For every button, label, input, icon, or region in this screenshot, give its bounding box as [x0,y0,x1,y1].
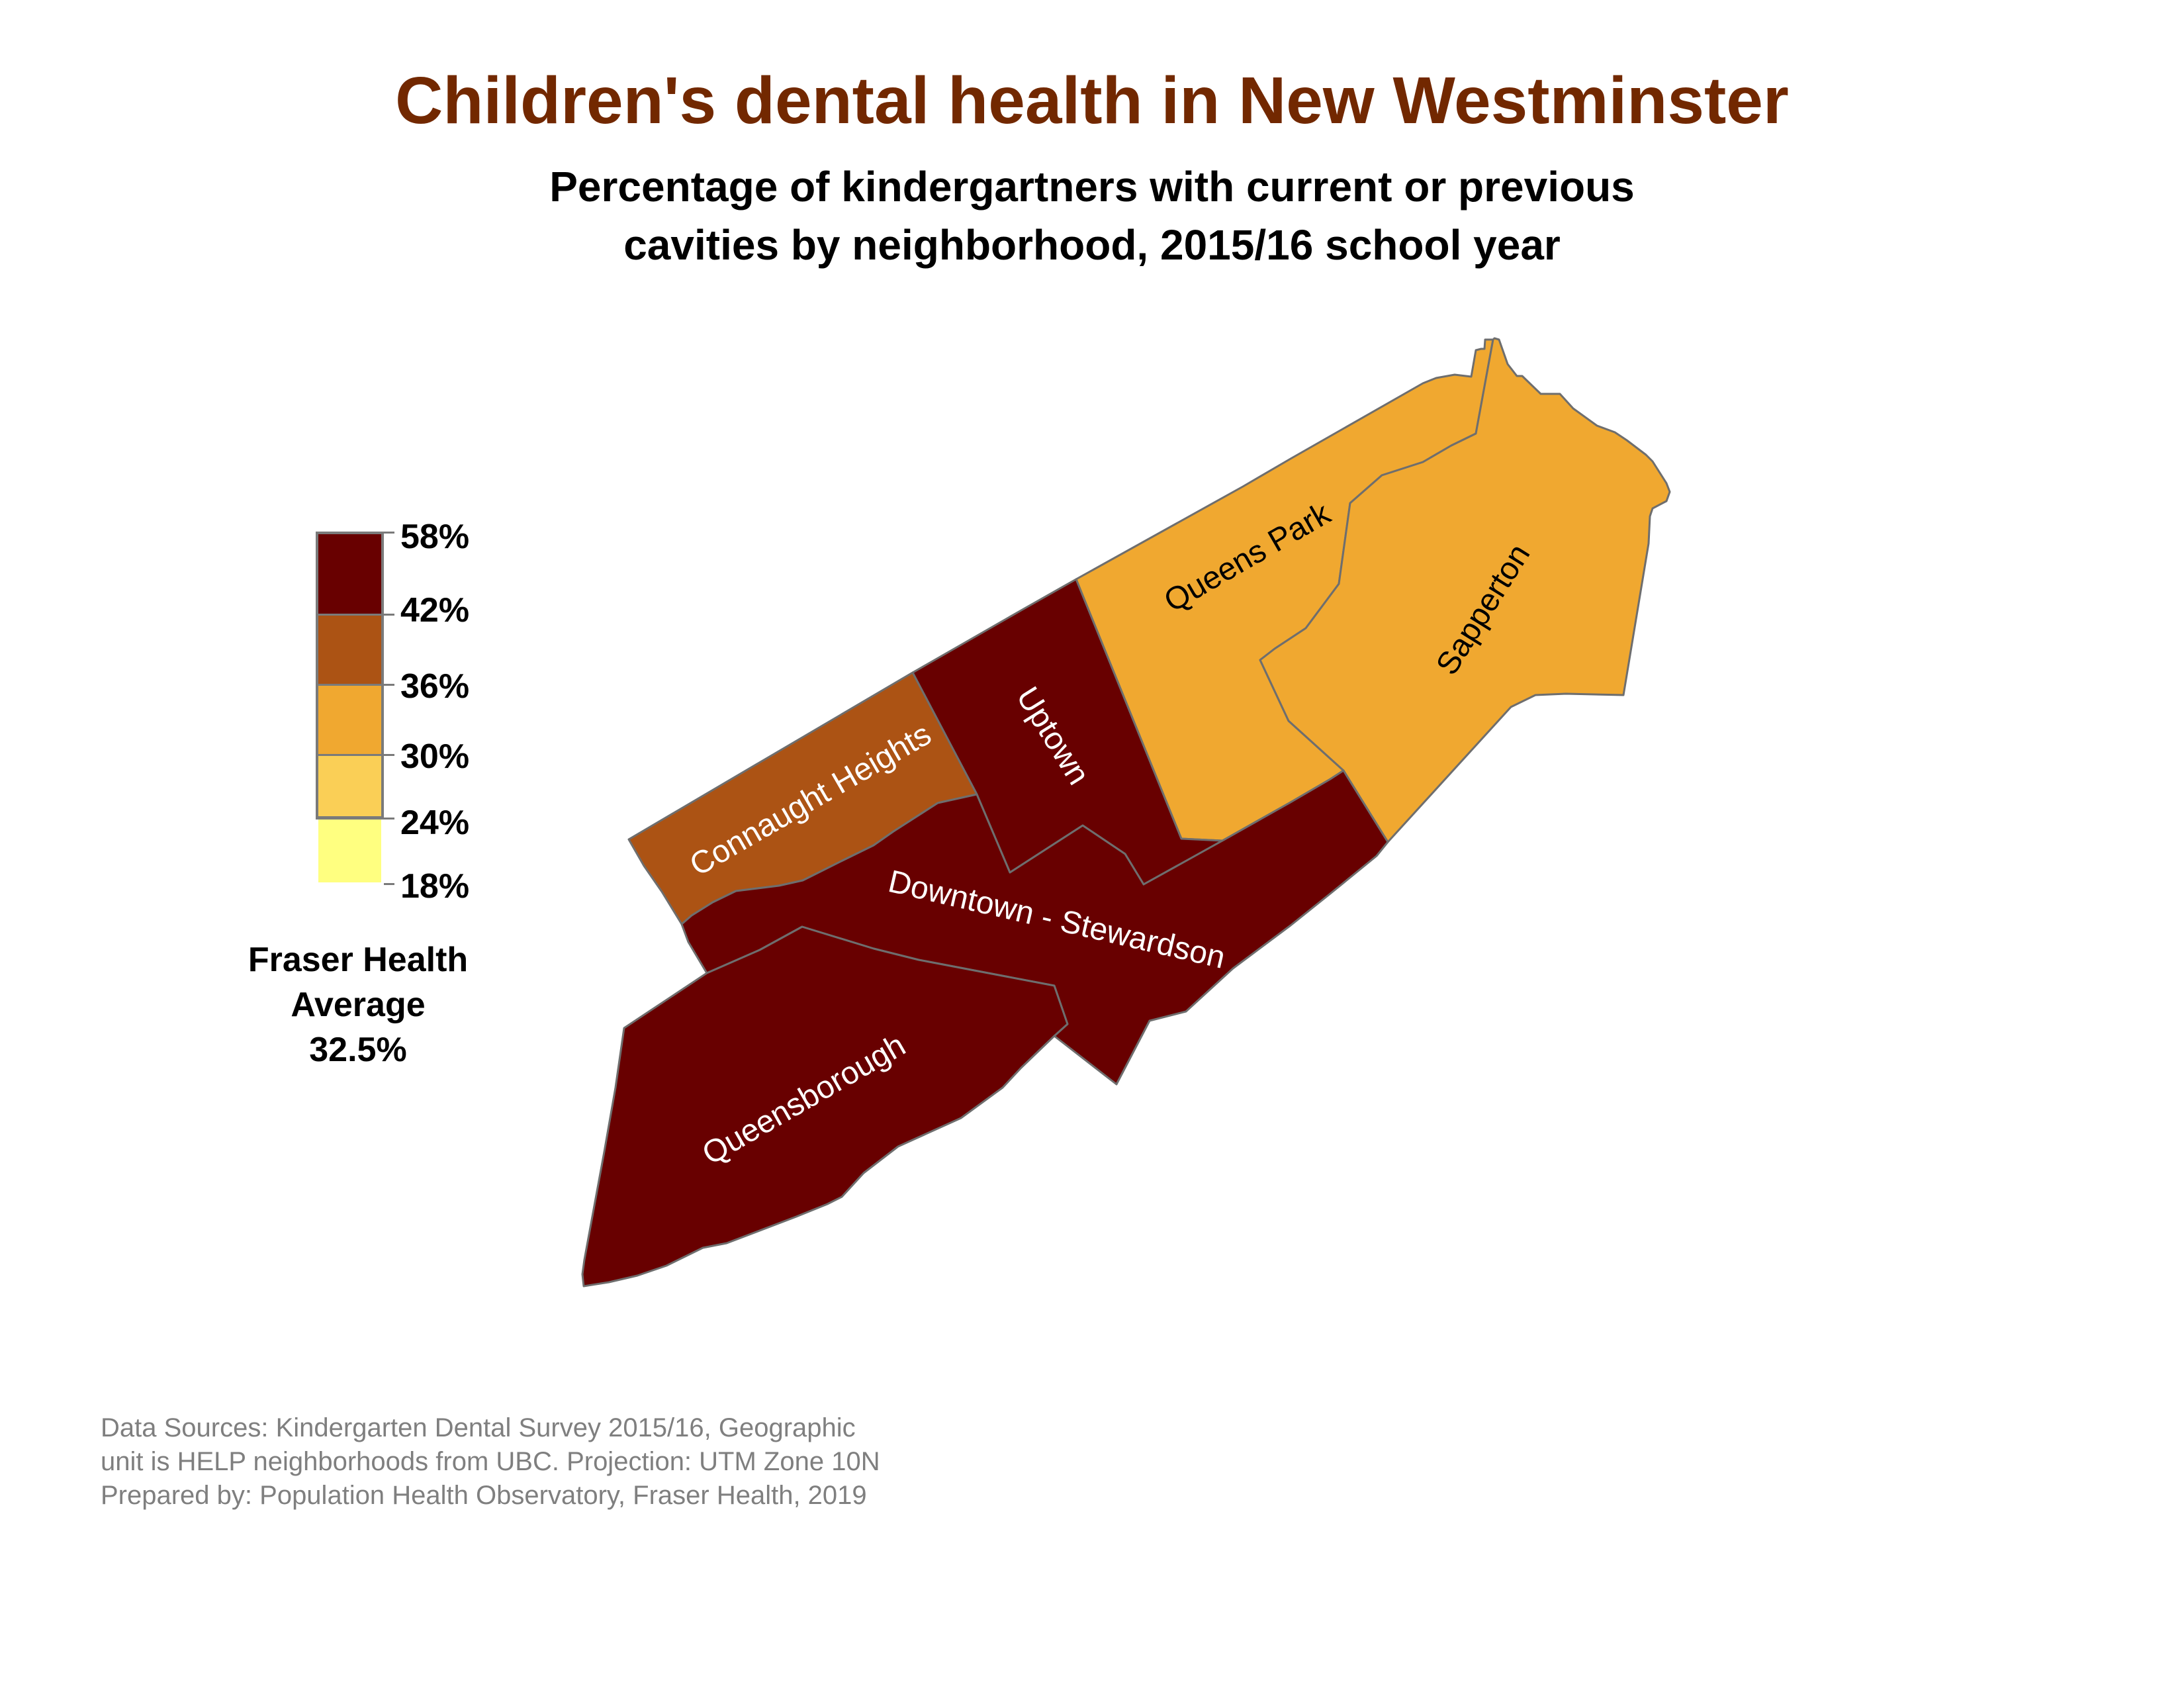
legend-break-label: 30% [400,737,470,776]
legend-swatch-30-36 [318,684,381,755]
legend-tick [384,684,394,686]
legend-divider [316,818,384,820]
legend-break-label: 18% [400,867,470,906]
legend-divider [316,614,384,616]
region-sapperton[interactable] [1259,337,1671,843]
map-subtitle-line2: cavities by neighborhood, 2015/16 school… [623,221,1561,269]
legend-tick [384,883,394,885]
average-label-line2: Average [291,986,426,1024]
legend-tick [384,532,394,534]
average-value: 32.5% [309,1031,407,1069]
footer-sources-line1: Data Sources: Kindergarten Dental Survey… [101,1413,856,1442]
legend-swatch-42-58 [318,534,381,614]
map-subtitle-line1: Percentage of kindergartners with curren… [549,163,1635,211]
legend-divider [316,754,384,756]
footer-prepared-by: Prepared by: Population Health Observato… [101,1481,867,1510]
legend-break-label: 36% [400,667,470,706]
legend-tick [384,614,394,616]
legend-tick [384,818,394,820]
map-title: Children's dental health in New Westmins… [395,64,1789,138]
region-queensborough[interactable] [581,925,1069,1288]
legend-divider [316,684,384,686]
footer-sources-line2: unit is HELP neighborhoods from UBC. Pro… [101,1447,880,1476]
legend-break-label: 58% [400,518,470,556]
average-label-line1: Fraser Health [248,941,469,979]
legend-swatch-36-42 [318,614,381,684]
legend-tick [384,754,394,756]
legend-break-label: 42% [400,591,470,630]
legend-swatch-18-24 [318,818,381,882]
legend-frame [316,532,384,819]
legend-swatch-24-30 [318,755,381,818]
legend-break-label: 24% [400,804,470,842]
